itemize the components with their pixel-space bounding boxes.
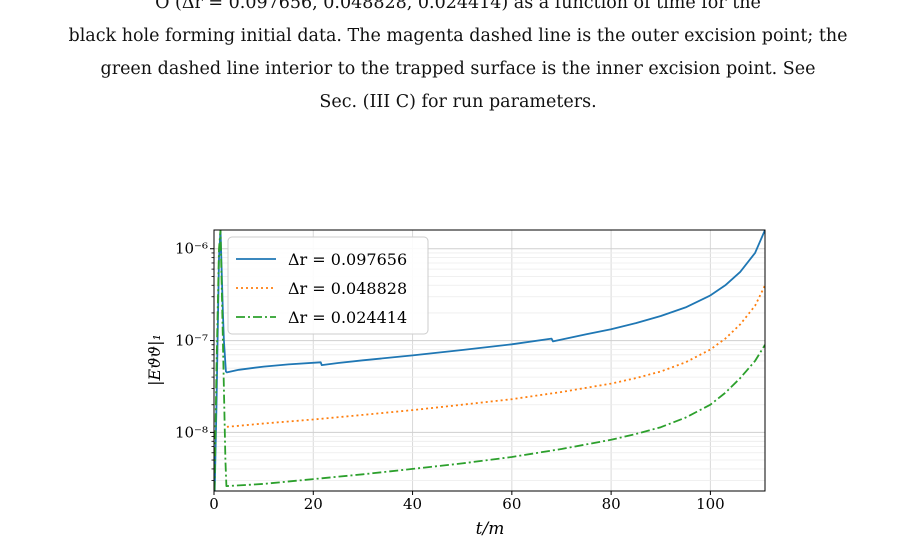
x-tick-label: 0 (209, 495, 219, 513)
caption-line-3: green dashed line interior to the trappe… (100, 59, 816, 79)
y-tick-label: 10⁻⁶ (175, 240, 208, 258)
caption-line-2: black hole forming initial data. The mag… (68, 26, 848, 46)
series-line-2 (226, 284, 765, 428)
legend-label-1: Δr = 0.097656 (288, 250, 407, 269)
series-line-3 (214, 230, 765, 491)
y-tick-label: 10⁻⁷ (175, 332, 208, 350)
caption-line-4: Sec. (III C) for run parameters. (319, 92, 597, 112)
series-line-1 (214, 230, 765, 491)
plot-frame (213, 229, 766, 492)
series-group (214, 230, 765, 491)
legend: Δr = 0.097656 Δr = 0.048828 Δr = 0.024414 (227, 236, 429, 335)
x-tick-label: 100 (696, 495, 725, 513)
x-tick-label: 20 (304, 495, 323, 513)
x-tick-label: 40 (403, 495, 422, 513)
y-axis-label: |Eϑϑ|₁ (145, 334, 164, 386)
caption-line-1: O (Δr = 0.097656, 0.048828, 0.024414) as… (155, 0, 761, 13)
figure-caption: O (Δr = 0.097656, 0.048828, 0.024414) as… (0, 0, 916, 119)
x-tick-label: 80 (602, 495, 621, 513)
x-tick-label: 60 (502, 495, 521, 513)
legend-label-2: Δr = 0.048828 (288, 279, 407, 298)
legend-label-3: Δr = 0.024414 (288, 308, 407, 327)
legend-box (227, 236, 429, 335)
x-axis-label: t/m (476, 519, 505, 539)
y-tick-label: 10⁻⁸ (175, 423, 208, 441)
axis-ticks: 0 20 40 60 80 100 10⁻⁸ 10⁻⁷ 10⁻⁶ (175, 240, 725, 513)
